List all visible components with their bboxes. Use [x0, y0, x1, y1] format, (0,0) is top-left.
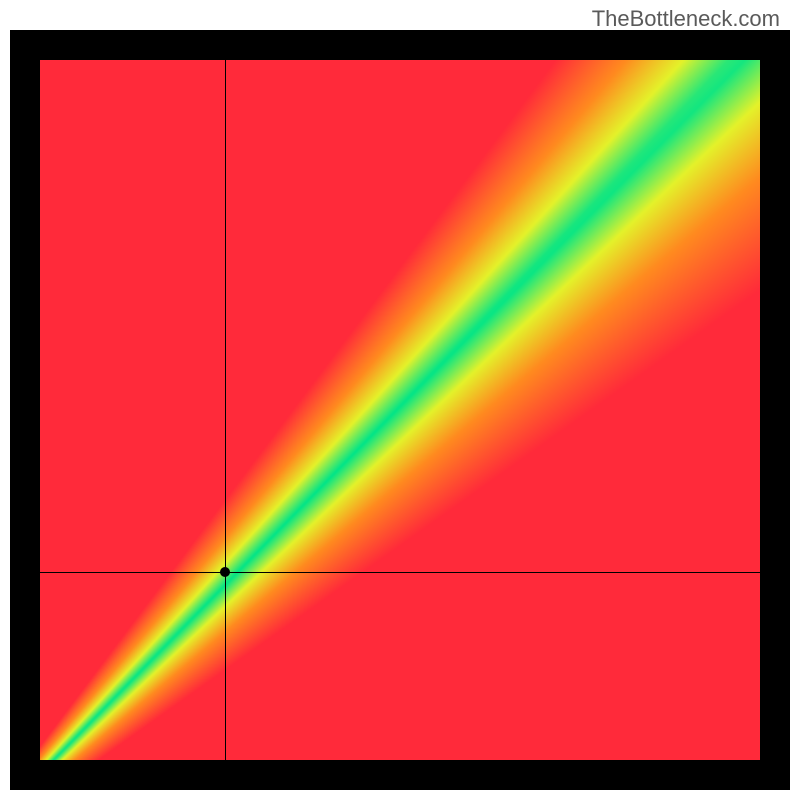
chart-frame: [10, 30, 790, 790]
crosshair-horizontal: [40, 572, 760, 573]
crosshair-marker: [220, 567, 230, 577]
heatmap-canvas: [40, 60, 760, 760]
plot-area: [40, 60, 760, 760]
watermark-text: TheBottleneck.com: [592, 6, 780, 32]
crosshair-vertical: [225, 60, 226, 760]
